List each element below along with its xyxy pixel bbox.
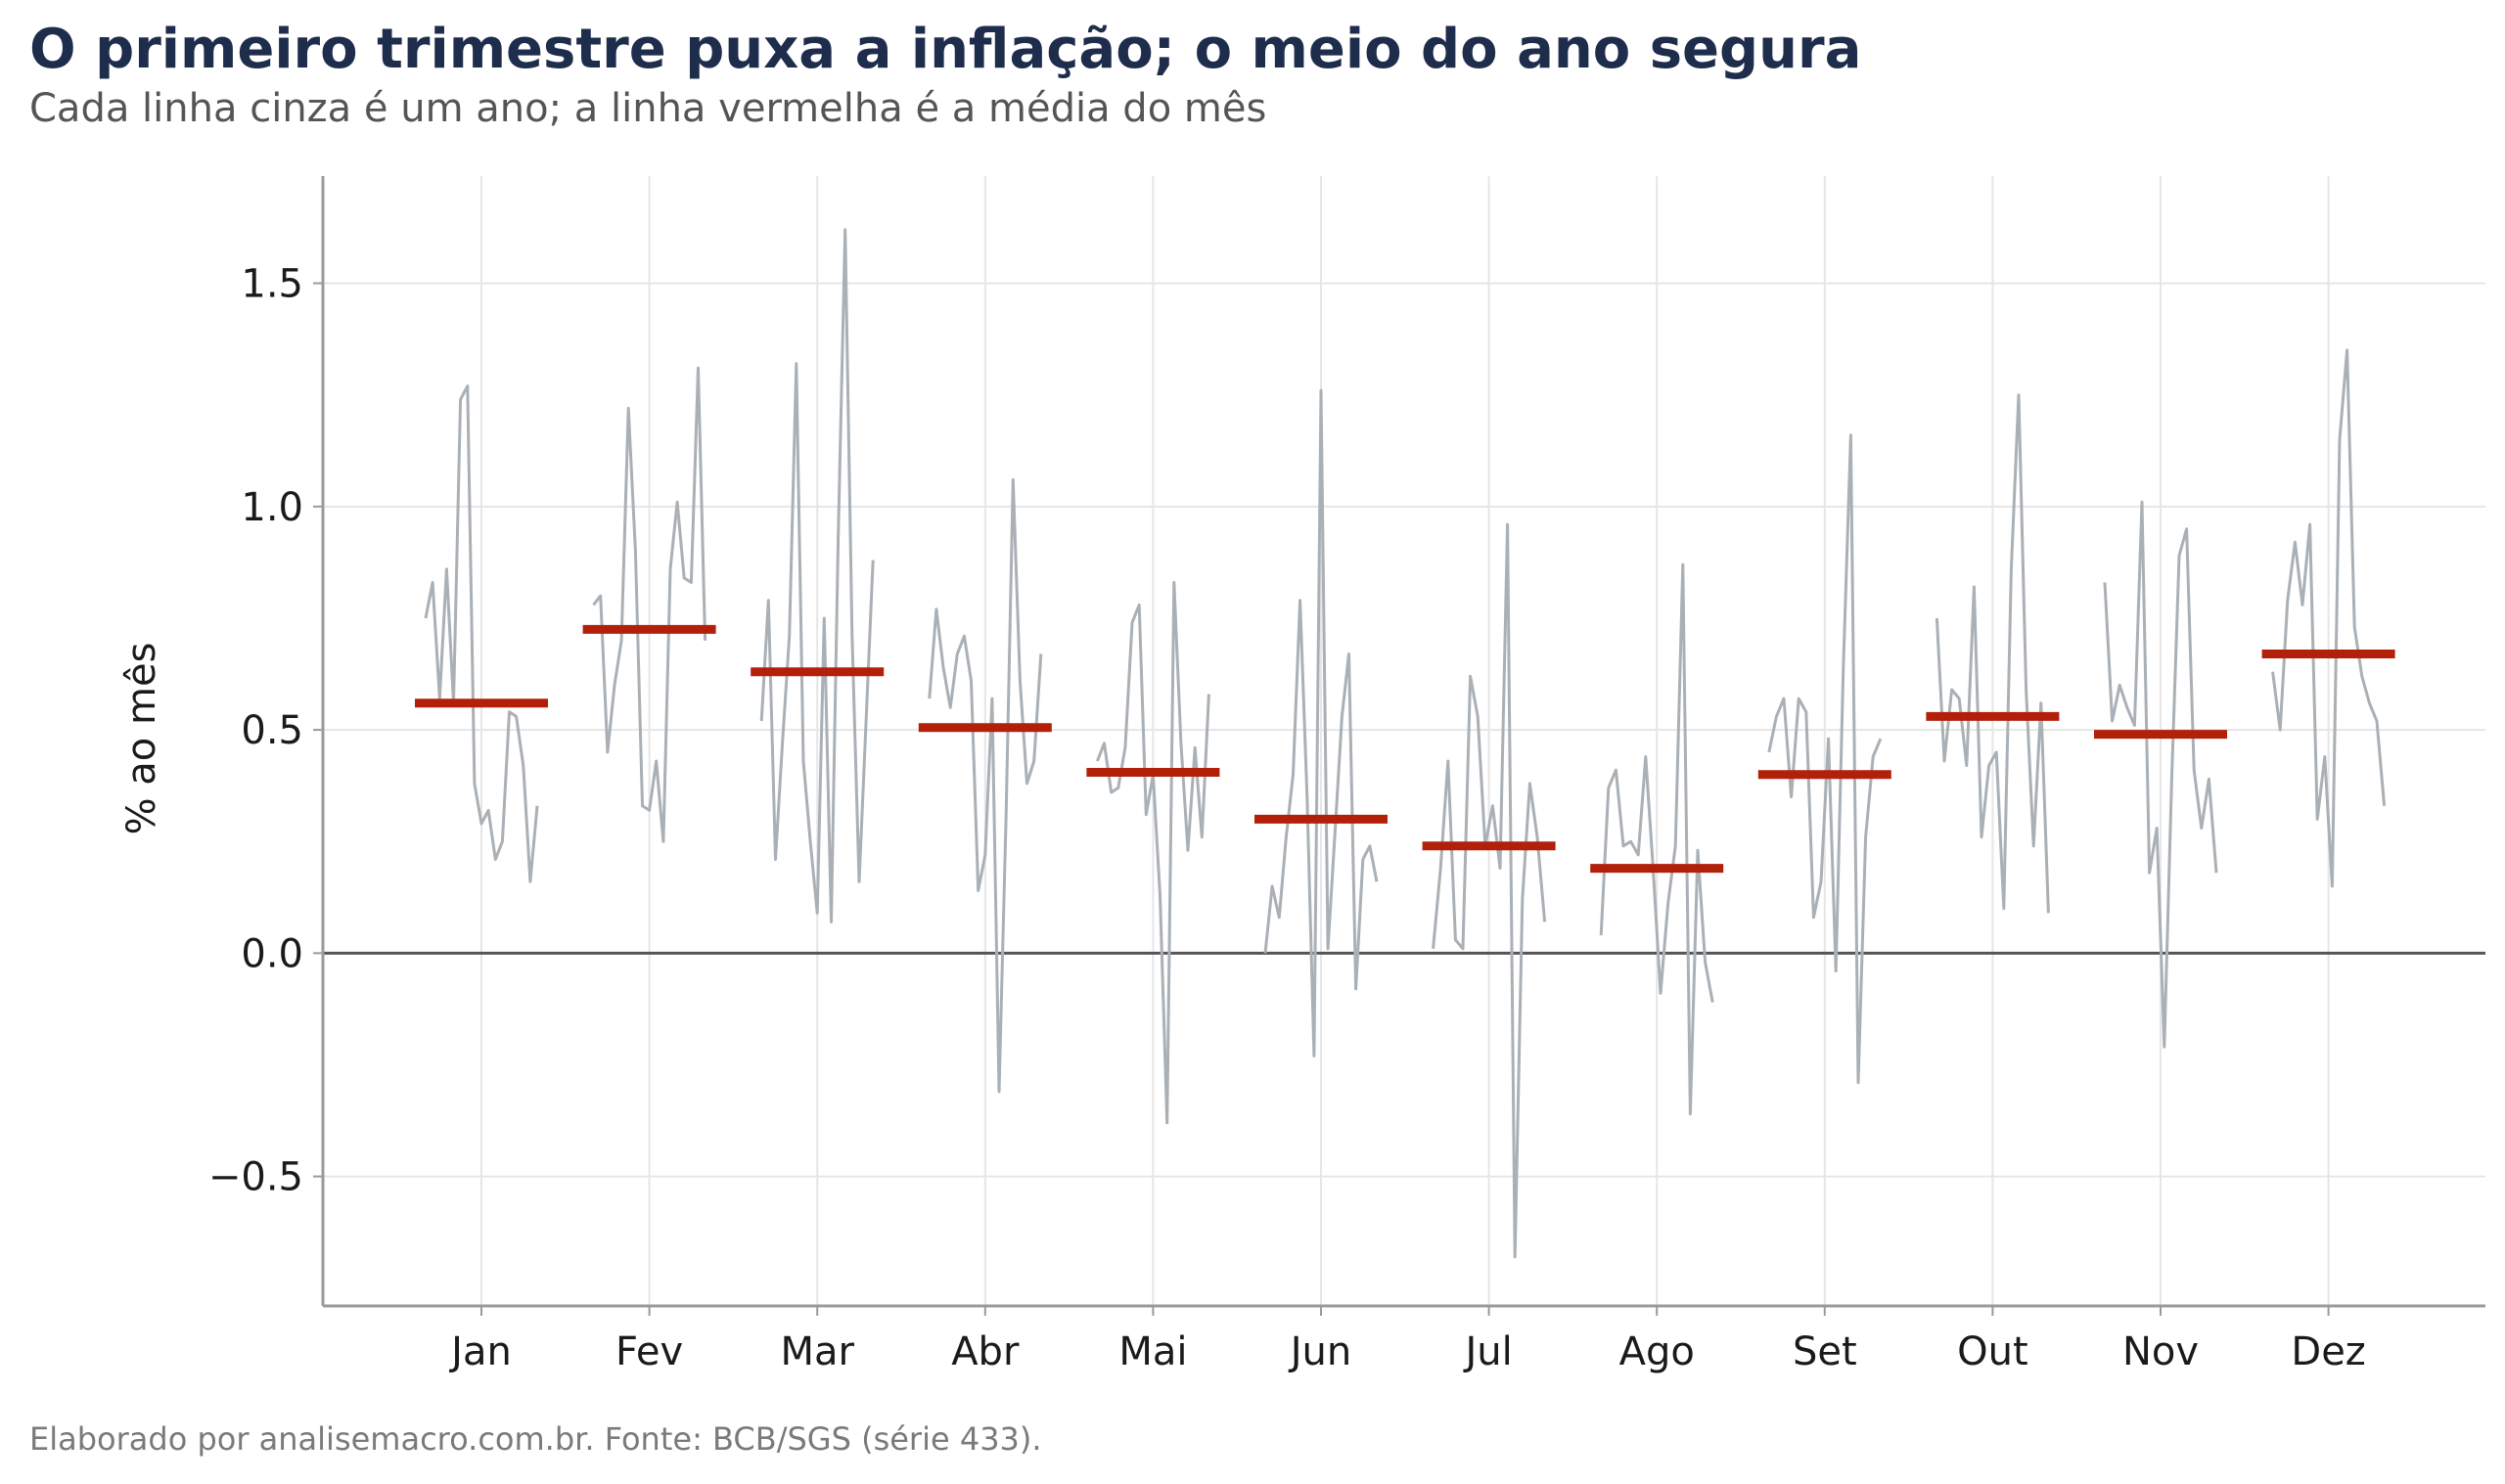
year-line-nov: [2103, 500, 2218, 1049]
year-line-out: [1935, 393, 2050, 914]
year-line-fev: [592, 366, 707, 843]
x-tick-label: Jan: [448, 1329, 512, 1374]
x-tick-label: Jun: [1288, 1329, 1352, 1374]
chart-subtitle: Cada linha cinza é um ano; a linha verme…: [29, 86, 1267, 131]
x-tick-label: Abr: [951, 1329, 1020, 1374]
year-line-dez: [2271, 348, 2387, 888]
x-tick-label: Jul: [1462, 1329, 1512, 1374]
x-tick-label: Set: [1793, 1329, 1857, 1374]
x-tick-label: Dez: [2291, 1329, 2365, 1374]
source-caption: Elaborado por analisemacro.com.br. Fonte…: [29, 1420, 1042, 1458]
y-tick-label: 0.5: [241, 708, 303, 753]
x-tick-labels: Jan Fev Mar Abr Mai Jun Jul Ago Set Out Nov Dez: [448, 1329, 2366, 1374]
x-tick-label: Out: [1957, 1329, 2028, 1374]
x-tick-label: Mai: [1118, 1329, 1187, 1374]
y-tick-labels: 1.5 1.0 0.5 0.0 −0.5: [208, 262, 303, 1200]
y-tick-label: 0.0: [241, 931, 303, 976]
year-line-jul: [1432, 522, 1547, 1259]
year-line-jun: [1263, 388, 1379, 1057]
y-tick-label: 1.0: [241, 485, 303, 530]
year-line-ago: [1599, 562, 1714, 1116]
y-tick-label: −0.5: [208, 1155, 303, 1200]
axes: [313, 176, 2485, 1316]
chart-title: O primeiro trimestre puxa a inflação; o …: [29, 18, 1862, 81]
month-mean-lines: [415, 624, 2395, 874]
year-lines: [424, 228, 2387, 1259]
x-tick-label: Nov: [2122, 1329, 2199, 1374]
year-line-jan: [424, 384, 539, 883]
x-tick-label: Mar: [780, 1329, 854, 1374]
year-line-set: [1767, 433, 1883, 1085]
year-line-mar: [759, 228, 875, 923]
x-tick-label: Fev: [615, 1329, 683, 1374]
gridlines: [323, 176, 2485, 1306]
year-line-abr: [928, 477, 1043, 1094]
y-tick-label: 1.5: [241, 262, 303, 307]
y-axis-label: % ao mês: [119, 643, 164, 835]
x-tick-label: Ago: [1619, 1329, 1695, 1374]
